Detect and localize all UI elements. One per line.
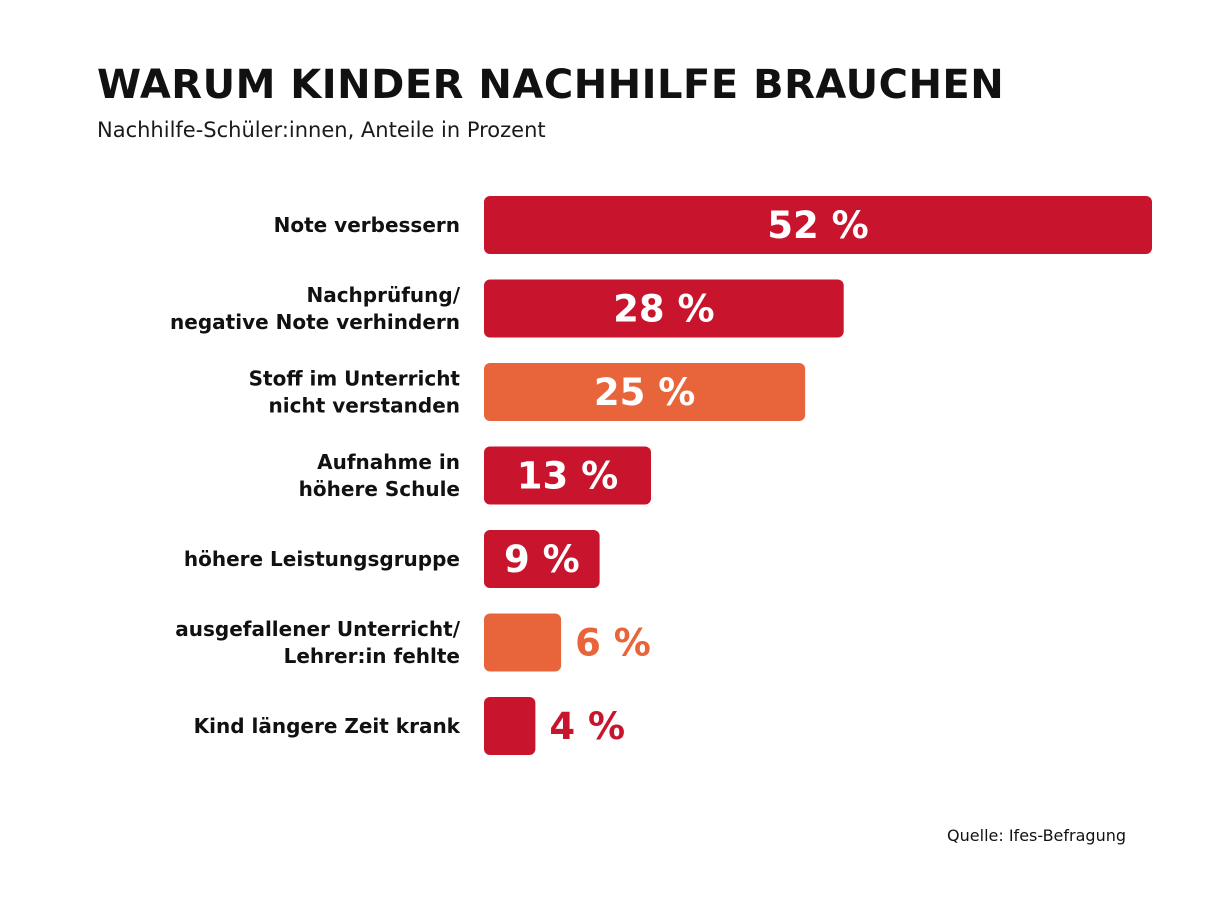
category-label-6: ausgefallener Unterricht/Lehrer:in fehlt… — [175, 617, 460, 668]
chart-subtitle: Nachhilfe-Schüler:innen, Anteile in Proz… — [97, 118, 546, 142]
category-label-2: Nachprüfung/negative Note verhindern — [170, 283, 461, 334]
category-label-7: Kind längere Zeit krank — [194, 714, 461, 738]
category-label-3: Stoff im Unterricht nicht verstanden — [249, 367, 461, 418]
bar-7 — [484, 697, 536, 755]
value-label-2: 28 % — [613, 288, 714, 331]
category-label-1: Note verbessern — [274, 213, 460, 237]
value-label-7: 4 % — [549, 705, 625, 748]
value-label-1: 52 % — [767, 204, 868, 247]
bar-6 — [484, 613, 562, 672]
value-label-5: 9 % — [504, 538, 580, 581]
bar-2 — [484, 279, 844, 338]
bar-3 — [484, 363, 806, 421]
value-label-6: 6 % — [575, 622, 651, 665]
category-label-5: höhere Leistungsgruppe — [184, 547, 460, 571]
value-label-3: 25 % — [594, 371, 695, 414]
bar-5 — [484, 530, 600, 588]
value-label-4: 13 % — [517, 455, 618, 498]
chart-title: WARUM KINDER NACHHILFE BRAUCHEN — [97, 62, 1005, 108]
bar-4 — [484, 446, 651, 505]
bar-1 — [484, 196, 1152, 254]
category-label-4: Aufnahme in höhere Schule — [299, 450, 460, 501]
source-note: Quelle: Ifes-Befragung — [947, 826, 1126, 845]
